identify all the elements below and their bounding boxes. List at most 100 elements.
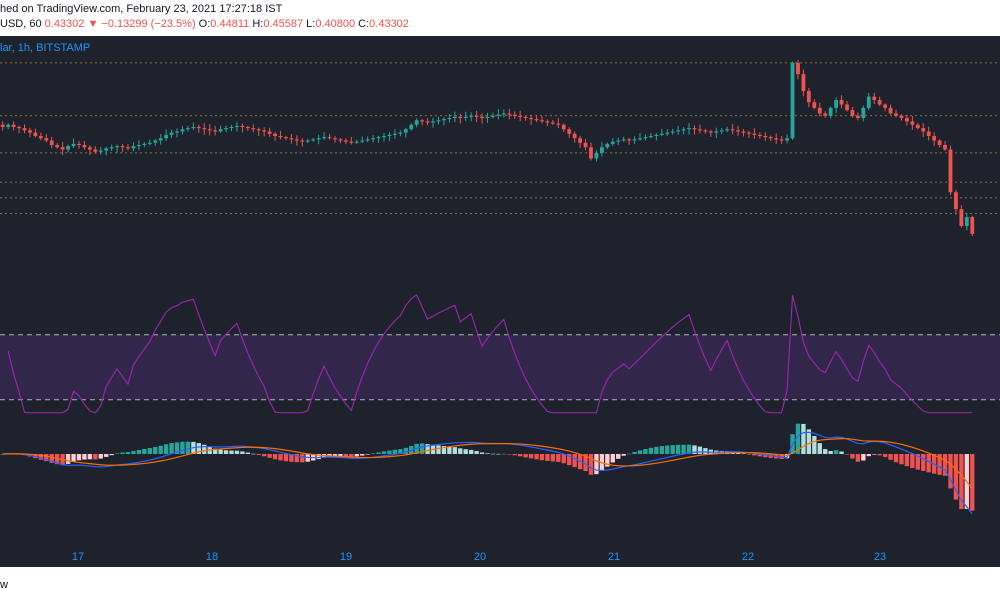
macd-histogram-bar (621, 454, 626, 456)
macd-histogram-bar (855, 454, 861, 462)
macd-histogram-bar (626, 453, 632, 455)
candle-body (698, 129, 702, 131)
candle-body (632, 139, 637, 141)
candle-body (638, 138, 642, 140)
rsi-band (0, 334, 1000, 400)
candle-body (349, 141, 354, 143)
macd-histogram-bar (267, 454, 272, 458)
macd-histogram-bar (490, 453, 496, 455)
macd-histogram-bar (534, 454, 539, 460)
candle-body (420, 120, 425, 122)
macd-histogram-bar (861, 454, 866, 461)
candle-body (703, 130, 708, 132)
macd-histogram-bar (632, 451, 637, 454)
candle-body (207, 129, 212, 131)
published-caption: hed on TradingView.com, February 23, 202… (0, 3, 283, 15)
candle-body (599, 147, 604, 153)
candle-body (899, 115, 904, 118)
macd-histogram-bar (556, 454, 561, 462)
macd-histogram-bar (425, 444, 430, 454)
macd-histogram-bar (147, 448, 152, 454)
macd-histogram-bar (163, 444, 169, 454)
candle-body (229, 127, 234, 129)
candle-body (376, 137, 381, 139)
candle-body (311, 139, 316, 141)
macd-histogram-bar (131, 451, 136, 454)
candle-body (932, 136, 937, 141)
candle-body (60, 147, 65, 150)
candle-body (322, 137, 326, 139)
candle-body (284, 137, 288, 139)
candle-body (779, 139, 784, 141)
macd-histogram-bar (561, 454, 566, 464)
chart-footer: w (0, 567, 1000, 600)
candle-body (158, 138, 163, 141)
macd-histogram-bar (518, 454, 523, 457)
candle-body (556, 123, 561, 125)
macd-histogram-bar (370, 453, 376, 455)
macd-histogram-bar (828, 450, 833, 454)
candle-body (191, 127, 196, 129)
chart-area[interactable]: 17 18 19 20 21 22 23 lar, 1h, BITSTAMP (0, 36, 1000, 567)
candle-body (104, 148, 109, 151)
footer-note: w (0, 579, 8, 591)
macd-histogram-bar (169, 442, 174, 454)
candle-body (518, 115, 523, 117)
candle-body (480, 116, 484, 118)
candle-body (752, 133, 757, 135)
macd-histogram-bar (125, 452, 131, 454)
candle-body (409, 124, 414, 130)
macd-histogram-bar (692, 445, 697, 454)
low-label: L: (306, 18, 316, 30)
macd-histogram-bar (185, 441, 191, 454)
candle-body (964, 217, 969, 226)
macd-histogram-bar (665, 445, 670, 454)
macd-histogram-bar (158, 445, 163, 454)
candle-body (327, 137, 332, 139)
macd-histogram-bar (256, 454, 261, 456)
candle-body (812, 102, 817, 108)
macd-histogram-bar (703, 448, 708, 454)
macd-histogram-bar (49, 454, 54, 463)
macd-histogram-bar (839, 451, 844, 454)
macd-histogram-bar (212, 448, 218, 454)
candle-body (87, 147, 92, 150)
candle-body (926, 131, 931, 136)
candle-body (954, 192, 958, 210)
macd-histogram-bar (823, 449, 828, 454)
x-tick-label: 23 (874, 551, 886, 563)
candle-body (670, 131, 675, 133)
candle-body (28, 130, 32, 133)
macd-histogram-bar (850, 454, 855, 459)
macd-histogram-bar (648, 447, 654, 454)
macd-histogram-bar (245, 452, 251, 454)
macd-histogram-bar (501, 453, 507, 455)
candle-body (213, 130, 218, 132)
macd-histogram-bar (697, 446, 703, 454)
candle-body (649, 136, 653, 138)
candle-body (730, 129, 735, 131)
candle-body (681, 129, 686, 131)
candle-body (714, 131, 719, 133)
macd-histogram-bar (507, 454, 512, 455)
macd-histogram-bar (278, 454, 283, 461)
candle-body (610, 141, 615, 144)
macd-histogram-bar (223, 450, 229, 454)
macd-histogram-bar (38, 454, 44, 460)
macd-histogram-bar (261, 454, 267, 457)
candle-body (44, 138, 49, 141)
open-value: 0.44811 (210, 18, 250, 30)
candle-body (921, 128, 926, 132)
candle-body (398, 132, 403, 134)
candle-body (300, 140, 305, 142)
macd-histogram-bar (659, 446, 664, 454)
candle-body (382, 136, 386, 138)
candle-body (654, 134, 659, 136)
candle-body (267, 131, 272, 134)
candle-body (169, 132, 174, 135)
x-axis: 17 18 19 20 21 22 23 (72, 551, 886, 563)
candle-body (256, 129, 261, 131)
candle-body (507, 113, 512, 115)
candle-body (578, 138, 583, 143)
macd-histogram-bar (87, 454, 93, 460)
